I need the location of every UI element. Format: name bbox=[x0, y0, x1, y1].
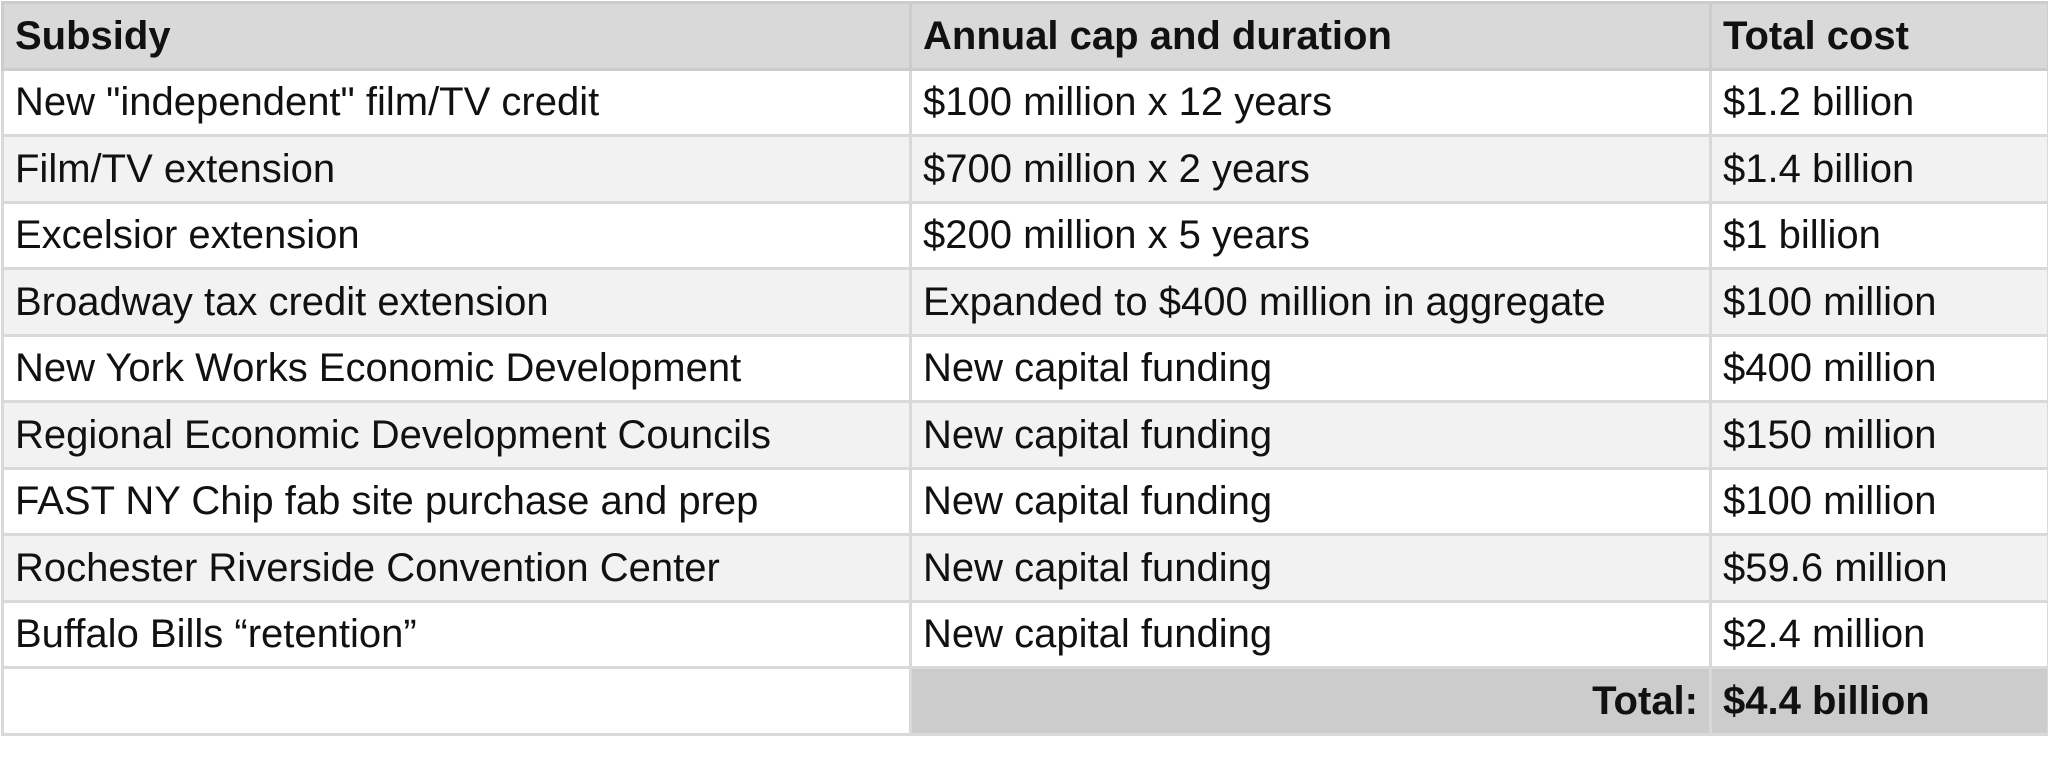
total-empty-cell bbox=[3, 668, 911, 735]
header-row: Subsidy Annual cap and duration Total co… bbox=[3, 3, 2048, 70]
cell-subsidy: Film/TV extension bbox=[3, 136, 911, 203]
table-row: Film/TV extension $700 million x 2 years… bbox=[3, 136, 2048, 203]
total-row: Total: $4.4 billion bbox=[3, 668, 2048, 735]
cell-subsidy: Buffalo Bills “retention” bbox=[3, 601, 911, 668]
cell-total-cost: $1.2 billion bbox=[1711, 69, 2048, 136]
cell-subsidy: FAST NY Chip fab site purchase and prep bbox=[3, 468, 911, 535]
cell-subsidy: New "independent" film/TV credit bbox=[3, 69, 911, 136]
cell-cap-duration: New capital funding bbox=[911, 601, 1711, 668]
table-footer: Total: $4.4 billion bbox=[3, 668, 2048, 735]
table-row: Broadway tax credit extension Expanded t… bbox=[3, 269, 2048, 336]
cell-cap-duration: $700 million x 2 years bbox=[911, 136, 1711, 203]
header-subsidy: Subsidy bbox=[3, 3, 911, 70]
table-row: New York Works Economic Development New … bbox=[3, 335, 2048, 402]
table-row: New "independent" film/TV credit $100 mi… bbox=[3, 69, 2048, 136]
cell-cap-duration: New capital funding bbox=[911, 468, 1711, 535]
subsidy-table: Subsidy Annual cap and duration Total co… bbox=[1, 1, 2048, 736]
table-row: Rochester Riverside Convention Center Ne… bbox=[3, 535, 2048, 602]
cell-total-cost: $100 million bbox=[1711, 468, 2048, 535]
cell-subsidy: Excelsior extension bbox=[3, 202, 911, 269]
cell-cap-duration: New capital funding bbox=[911, 535, 1711, 602]
table-row: Buffalo Bills “retention” New capital fu… bbox=[3, 601, 2048, 668]
cell-cap-duration: $100 million x 12 years bbox=[911, 69, 1711, 136]
cell-total-cost: $400 million bbox=[1711, 335, 2048, 402]
cell-subsidy: Rochester Riverside Convention Center bbox=[3, 535, 911, 602]
cell-total-cost: $1 billion bbox=[1711, 202, 2048, 269]
cell-subsidy: New York Works Economic Development bbox=[3, 335, 911, 402]
header-total-cost: Total cost bbox=[1711, 3, 2048, 70]
table-body: New "independent" film/TV credit $100 mi… bbox=[3, 69, 2048, 668]
cell-cap-duration: Expanded to $400 million in aggregate bbox=[911, 269, 1711, 336]
cell-cap-duration: New capital funding bbox=[911, 335, 1711, 402]
cell-total-cost: $2.4 million bbox=[1711, 601, 2048, 668]
cell-cap-duration: $200 million x 5 years bbox=[911, 202, 1711, 269]
table-row: Regional Economic Development Councils N… bbox=[3, 402, 2048, 469]
cell-total-cost: $59.6 million bbox=[1711, 535, 2048, 602]
cell-subsidy: Broadway tax credit extension bbox=[3, 269, 911, 336]
total-label: Total: bbox=[911, 668, 1711, 735]
cell-total-cost: $100 million bbox=[1711, 269, 2048, 336]
cell-cap-duration: New capital funding bbox=[911, 402, 1711, 469]
cell-total-cost: $1.4 billion bbox=[1711, 136, 2048, 203]
table-header: Subsidy Annual cap and duration Total co… bbox=[3, 3, 2048, 70]
table-row: FAST NY Chip fab site purchase and prep … bbox=[3, 468, 2048, 535]
header-annual-cap-duration: Annual cap and duration bbox=[911, 3, 1711, 70]
total-value: $4.4 billion bbox=[1711, 668, 2048, 735]
cell-subsidy: Regional Economic Development Councils bbox=[3, 402, 911, 469]
table-row: Excelsior extension $200 million x 5 yea… bbox=[3, 202, 2048, 269]
cell-total-cost: $150 million bbox=[1711, 402, 2048, 469]
